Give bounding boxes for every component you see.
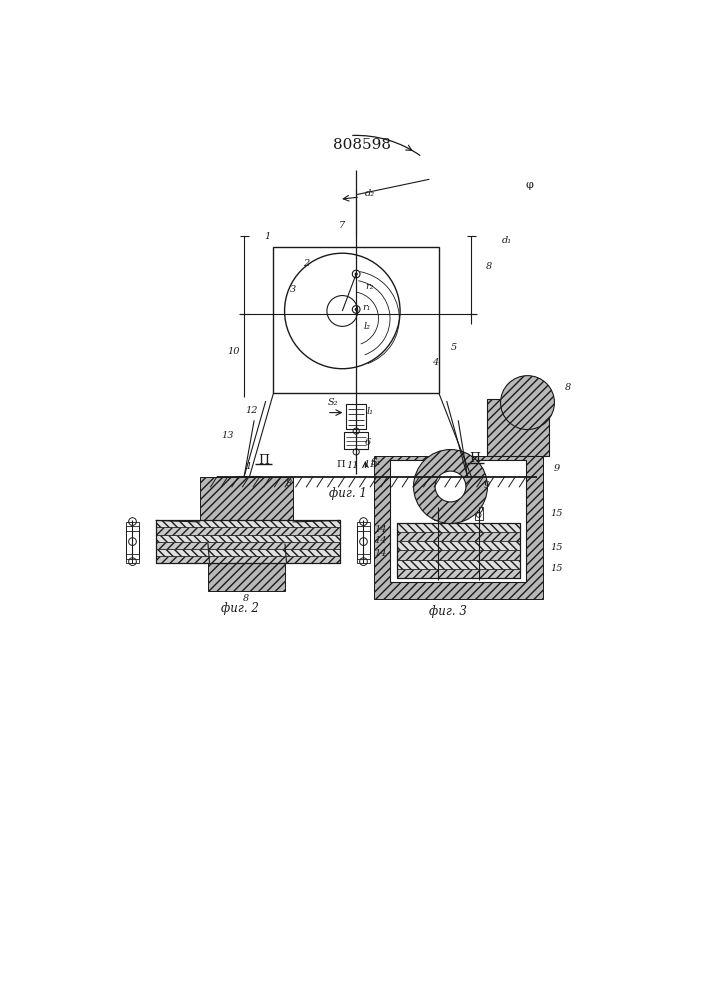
Text: фиг. 3: фиг. 3 — [429, 605, 467, 618]
Bar — [397, 523, 520, 578]
Bar — [156, 549, 340, 556]
Text: l₂: l₂ — [363, 322, 370, 331]
Text: 6: 6 — [365, 438, 371, 447]
Text: 11: 11 — [364, 460, 376, 469]
Bar — [156, 520, 340, 563]
Bar — [397, 569, 520, 578]
Text: 10: 10 — [227, 347, 240, 356]
Text: 8: 8 — [486, 262, 492, 271]
Text: S₁: S₁ — [371, 458, 382, 467]
Bar — [127, 522, 139, 554]
Text: d₁: d₁ — [502, 236, 512, 245]
Bar — [200, 477, 293, 522]
Text: 11: 11 — [346, 461, 358, 470]
Bar — [397, 532, 520, 541]
Bar — [390, 460, 526, 582]
Text: 2: 2 — [303, 259, 309, 268]
Text: фиг. 2: фиг. 2 — [221, 602, 259, 615]
Bar — [397, 523, 520, 532]
Text: r₁: r₁ — [363, 303, 371, 312]
Text: r₂: r₂ — [366, 282, 374, 291]
Text: 808598: 808598 — [333, 138, 391, 152]
Bar — [127, 526, 139, 559]
Bar — [156, 542, 340, 549]
Text: 15: 15 — [551, 509, 563, 518]
Text: 5: 5 — [451, 343, 457, 352]
Bar — [127, 531, 139, 563]
Bar — [156, 520, 340, 527]
Text: фиг. 1: фиг. 1 — [329, 487, 367, 500]
Text: 14: 14 — [374, 525, 387, 534]
Text: 9: 9 — [554, 464, 560, 473]
Bar — [274, 247, 439, 393]
Text: 15: 15 — [551, 564, 563, 573]
Bar — [397, 560, 520, 569]
Text: 7: 7 — [339, 221, 346, 230]
Text: 14: 14 — [374, 536, 387, 545]
Text: d₂: d₂ — [365, 189, 375, 198]
Bar — [346, 404, 366, 429]
Bar — [344, 432, 368, 449]
Text: 8: 8 — [565, 383, 571, 392]
Text: 15: 15 — [551, 543, 563, 552]
Bar — [397, 541, 520, 550]
Text: 13: 13 — [221, 431, 233, 440]
Bar — [487, 399, 549, 456]
Text: S₂: S₂ — [328, 398, 339, 407]
Circle shape — [501, 376, 554, 430]
Circle shape — [414, 450, 487, 523]
Bar — [156, 556, 340, 563]
Bar — [357, 526, 370, 559]
Circle shape — [435, 471, 466, 502]
Text: 8: 8 — [286, 479, 292, 488]
Text: Π: Π — [337, 460, 345, 469]
Text: 3: 3 — [291, 285, 296, 294]
Text: 8: 8 — [243, 594, 250, 603]
Text: Π: Π — [469, 452, 481, 465]
Bar — [475, 507, 483, 520]
Text: 12: 12 — [245, 406, 258, 415]
Bar — [357, 522, 370, 554]
Circle shape — [355, 308, 358, 311]
Text: 1: 1 — [264, 232, 270, 241]
Bar — [397, 550, 520, 560]
Text: φ: φ — [526, 180, 534, 190]
Text: 14: 14 — [374, 549, 387, 558]
Text: 9: 9 — [484, 481, 490, 490]
Bar — [156, 535, 340, 542]
Text: l₁: l₁ — [366, 407, 373, 416]
Circle shape — [355, 272, 358, 276]
Bar — [208, 544, 285, 591]
Text: 4: 4 — [432, 358, 438, 367]
Text: Π: Π — [258, 454, 269, 467]
Bar — [434, 507, 441, 520]
Bar — [373, 456, 543, 599]
Bar — [357, 531, 370, 563]
Bar — [156, 527, 340, 535]
Text: 1: 1 — [245, 462, 251, 471]
